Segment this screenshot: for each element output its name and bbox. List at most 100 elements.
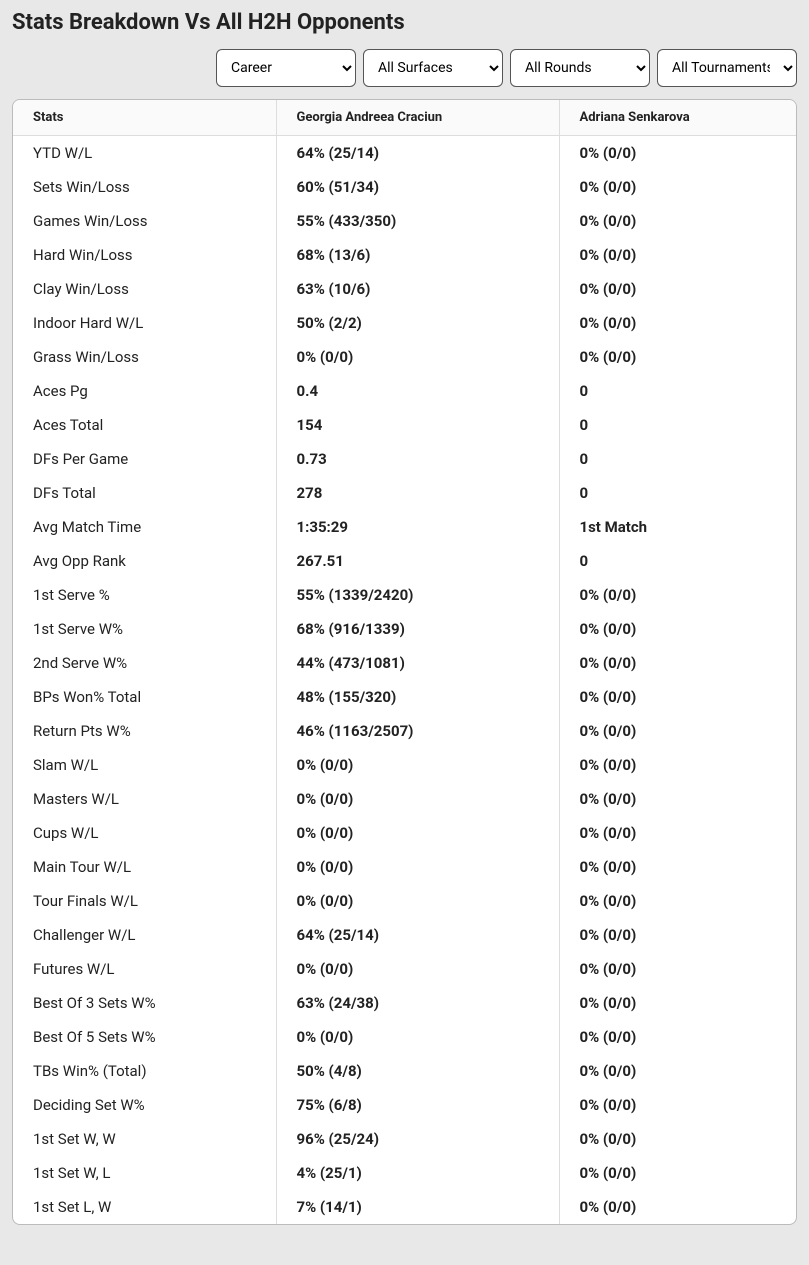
stat-label: Aces Pg bbox=[13, 374, 276, 408]
player1-value: 0% (0/0) bbox=[276, 850, 559, 884]
player2-value: 0% (0/0) bbox=[559, 680, 796, 714]
player2-value: 0% (0/0) bbox=[559, 850, 796, 884]
player2-value: 0% (0/0) bbox=[559, 986, 796, 1020]
player1-value: 0% (0/0) bbox=[276, 816, 559, 850]
stat-label: 1st Serve % bbox=[13, 578, 276, 612]
stat-label: Grass Win/Loss bbox=[13, 340, 276, 374]
tournaments-select[interactable]: All Tournaments bbox=[657, 49, 797, 87]
stat-label: Aces Total bbox=[13, 408, 276, 442]
player1-value: 0% (0/0) bbox=[276, 952, 559, 986]
player2-value: 0 bbox=[559, 476, 796, 510]
table-row: Games Win/Loss55% (433/350)0% (0/0) bbox=[13, 204, 796, 238]
player1-value: 278 bbox=[276, 476, 559, 510]
stat-label: Slam W/L bbox=[13, 748, 276, 782]
table-row: 1st Set W, L4% (25/1)0% (0/0) bbox=[13, 1156, 796, 1190]
stat-label: Games Win/Loss bbox=[13, 204, 276, 238]
stat-label: Indoor Hard W/L bbox=[13, 306, 276, 340]
table-row: YTD W/L64% (25/14)0% (0/0) bbox=[13, 136, 796, 171]
player2-value: 0% (0/0) bbox=[559, 340, 796, 374]
player2-value: 0% (0/0) bbox=[559, 1020, 796, 1054]
stat-label: Sets Win/Loss bbox=[13, 170, 276, 204]
stat-label: BPs Won% Total bbox=[13, 680, 276, 714]
surfaces-select[interactable]: All Surfaces bbox=[363, 49, 503, 87]
table-row: DFs Total2780 bbox=[13, 476, 796, 510]
player2-value: 0% (0/0) bbox=[559, 884, 796, 918]
table-row: 1st Serve %55% (1339/2420)0% (0/0) bbox=[13, 578, 796, 612]
player2-value: 0% (0/0) bbox=[559, 952, 796, 986]
player2-value: 0% (0/0) bbox=[559, 646, 796, 680]
rounds-select[interactable]: All Rounds bbox=[510, 49, 650, 87]
stat-label: 1st Set L, W bbox=[13, 1190, 276, 1224]
player1-value: 4% (25/1) bbox=[276, 1156, 559, 1190]
player1-value: 0.73 bbox=[276, 442, 559, 476]
player1-value: 0% (0/0) bbox=[276, 748, 559, 782]
player1-value: 44% (473/1081) bbox=[276, 646, 559, 680]
col-player2-header: Adriana Senkarova bbox=[559, 100, 796, 136]
table-row: Tour Finals W/L0% (0/0)0% (0/0) bbox=[13, 884, 796, 918]
table-row: Cups W/L0% (0/0)0% (0/0) bbox=[13, 816, 796, 850]
player2-value: 0% (0/0) bbox=[559, 1156, 796, 1190]
player2-value: 0% (0/0) bbox=[559, 272, 796, 306]
player2-value: 0% (0/0) bbox=[559, 918, 796, 952]
player2-value: 1st Match bbox=[559, 510, 796, 544]
player1-value: 154 bbox=[276, 408, 559, 442]
table-row: Avg Match Time1:35:291st Match bbox=[13, 510, 796, 544]
player1-value: 1:35:29 bbox=[276, 510, 559, 544]
stat-label: YTD W/L bbox=[13, 136, 276, 171]
table-row: Best Of 5 Sets W%0% (0/0)0% (0/0) bbox=[13, 1020, 796, 1054]
player1-value: 46% (1163/2507) bbox=[276, 714, 559, 748]
player2-value: 0% (0/0) bbox=[559, 816, 796, 850]
player2-value: 0 bbox=[559, 442, 796, 476]
career-select[interactable]: Career bbox=[216, 49, 356, 87]
table-row: Return Pts W%46% (1163/2507)0% (0/0) bbox=[13, 714, 796, 748]
table-row: 2nd Serve W%44% (473/1081)0% (0/0) bbox=[13, 646, 796, 680]
player1-value: 63% (10/6) bbox=[276, 272, 559, 306]
table-row: Aces Pg0.40 bbox=[13, 374, 796, 408]
stat-label: Tour Finals W/L bbox=[13, 884, 276, 918]
player1-value: 50% (2/2) bbox=[276, 306, 559, 340]
player1-value: 68% (916/1339) bbox=[276, 612, 559, 646]
table-row: Best Of 3 Sets W%63% (24/38)0% (0/0) bbox=[13, 986, 796, 1020]
stat-label: Return Pts W% bbox=[13, 714, 276, 748]
stat-label: 1st Set W, L bbox=[13, 1156, 276, 1190]
stat-label: 1st Set W, W bbox=[13, 1122, 276, 1156]
player2-value: 0% (0/0) bbox=[559, 170, 796, 204]
table-row: Aces Total1540 bbox=[13, 408, 796, 442]
player1-value: 96% (25/24) bbox=[276, 1122, 559, 1156]
player1-value: 75% (6/8) bbox=[276, 1088, 559, 1122]
table-row: Indoor Hard W/L50% (2/2)0% (0/0) bbox=[13, 306, 796, 340]
player1-value: 64% (25/14) bbox=[276, 136, 559, 171]
player2-value: 0% (0/0) bbox=[559, 578, 796, 612]
stat-label: TBs Win% (Total) bbox=[13, 1054, 276, 1088]
stat-label: Cups W/L bbox=[13, 816, 276, 850]
player1-value: 7% (14/1) bbox=[276, 1190, 559, 1224]
stat-label: Futures W/L bbox=[13, 952, 276, 986]
player1-value: 63% (24/38) bbox=[276, 986, 559, 1020]
player2-value: 0% (0/0) bbox=[559, 1122, 796, 1156]
player1-value: 55% (1339/2420) bbox=[276, 578, 559, 612]
player1-value: 0% (0/0) bbox=[276, 1020, 559, 1054]
table-row: Avg Opp Rank267.510 bbox=[13, 544, 796, 578]
table-row: 1st Serve W%68% (916/1339)0% (0/0) bbox=[13, 612, 796, 646]
player2-value: 0% (0/0) bbox=[559, 1190, 796, 1224]
stat-label: Main Tour W/L bbox=[13, 850, 276, 884]
stats-table-wrap: Stats Georgia Andreea Craciun Adriana Se… bbox=[12, 99, 797, 1225]
player1-value: 0% (0/0) bbox=[276, 884, 559, 918]
player1-value: 48% (155/320) bbox=[276, 680, 559, 714]
player2-value: 0% (0/0) bbox=[559, 748, 796, 782]
stat-label: Avg Opp Rank bbox=[13, 544, 276, 578]
stats-table: Stats Georgia Andreea Craciun Adriana Se… bbox=[13, 100, 796, 1224]
col-stats-header: Stats bbox=[13, 100, 276, 136]
table-row: Deciding Set W%75% (6/8)0% (0/0) bbox=[13, 1088, 796, 1122]
stat-label: Challenger W/L bbox=[13, 918, 276, 952]
stat-label: 1st Serve W% bbox=[13, 612, 276, 646]
stat-label: DFs Per Game bbox=[13, 442, 276, 476]
stat-label: Masters W/L bbox=[13, 782, 276, 816]
player2-value: 0% (0/0) bbox=[559, 1088, 796, 1122]
stat-label: Best Of 5 Sets W% bbox=[13, 1020, 276, 1054]
player1-value: 0% (0/0) bbox=[276, 782, 559, 816]
col-player1-header: Georgia Andreea Craciun bbox=[276, 100, 559, 136]
table-row: Slam W/L0% (0/0)0% (0/0) bbox=[13, 748, 796, 782]
player2-value: 0% (0/0) bbox=[559, 204, 796, 238]
table-row: BPs Won% Total48% (155/320)0% (0/0) bbox=[13, 680, 796, 714]
